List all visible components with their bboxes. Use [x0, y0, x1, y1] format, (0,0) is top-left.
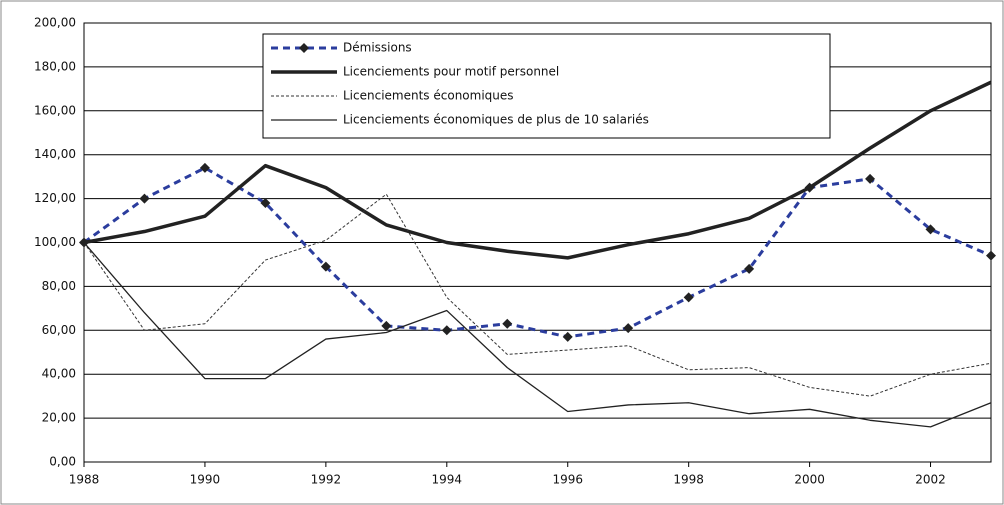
legend-label: Licenciements économiques: [343, 89, 514, 103]
point-marker: [925, 224, 936, 235]
x-tick-label: 2002: [915, 473, 946, 487]
y-tick-label: 120,00: [34, 191, 76, 205]
point-marker: [441, 325, 452, 336]
y-tick-label: 140,00: [34, 147, 76, 161]
x-tick-label: 1994: [432, 473, 463, 487]
point-marker: [199, 162, 210, 173]
x-tick-label: 2000: [794, 473, 825, 487]
y-tick-label: 40,00: [42, 367, 76, 381]
point-marker: [381, 320, 392, 331]
series-line: [83, 80, 992, 260]
y-tick-label: 160,00: [34, 103, 76, 117]
x-tick-label: 1988: [69, 473, 100, 487]
legend-marker: [299, 43, 309, 53]
y-tick-label: 180,00: [34, 59, 76, 73]
series-line: [83, 193, 992, 397]
series-line: [83, 242, 992, 428]
y-tick-label: 100,00: [34, 235, 76, 249]
legend-label: Démissions: [343, 41, 412, 55]
point-marker: [623, 323, 634, 334]
y-tick-label: 60,00: [42, 323, 76, 337]
point-marker: [744, 263, 755, 274]
x-tick-label: 1992: [311, 473, 342, 487]
point-marker: [683, 292, 694, 303]
y-tick-label: 0,00: [49, 455, 76, 469]
point-marker: [562, 331, 573, 342]
point-marker: [865, 173, 876, 184]
y-tick-label: 200,00: [34, 16, 76, 30]
y-tick-label: 80,00: [42, 279, 76, 293]
point-marker: [320, 261, 331, 272]
legend: [262, 33, 831, 139]
point-marker: [139, 193, 150, 204]
point-marker: [986, 250, 996, 261]
y-tick-label: 20,00: [42, 411, 76, 425]
legend-label: Licenciements économiques de plus de 10 …: [343, 113, 649, 127]
point-marker: [502, 318, 513, 329]
x-tick-label: 1998: [673, 473, 704, 487]
x-tick-label: 1990: [190, 473, 221, 487]
x-tick-label: 1996: [552, 473, 583, 487]
point-marker: [260, 197, 271, 208]
legend-label: Licenciements pour motif personnel: [343, 65, 559, 79]
